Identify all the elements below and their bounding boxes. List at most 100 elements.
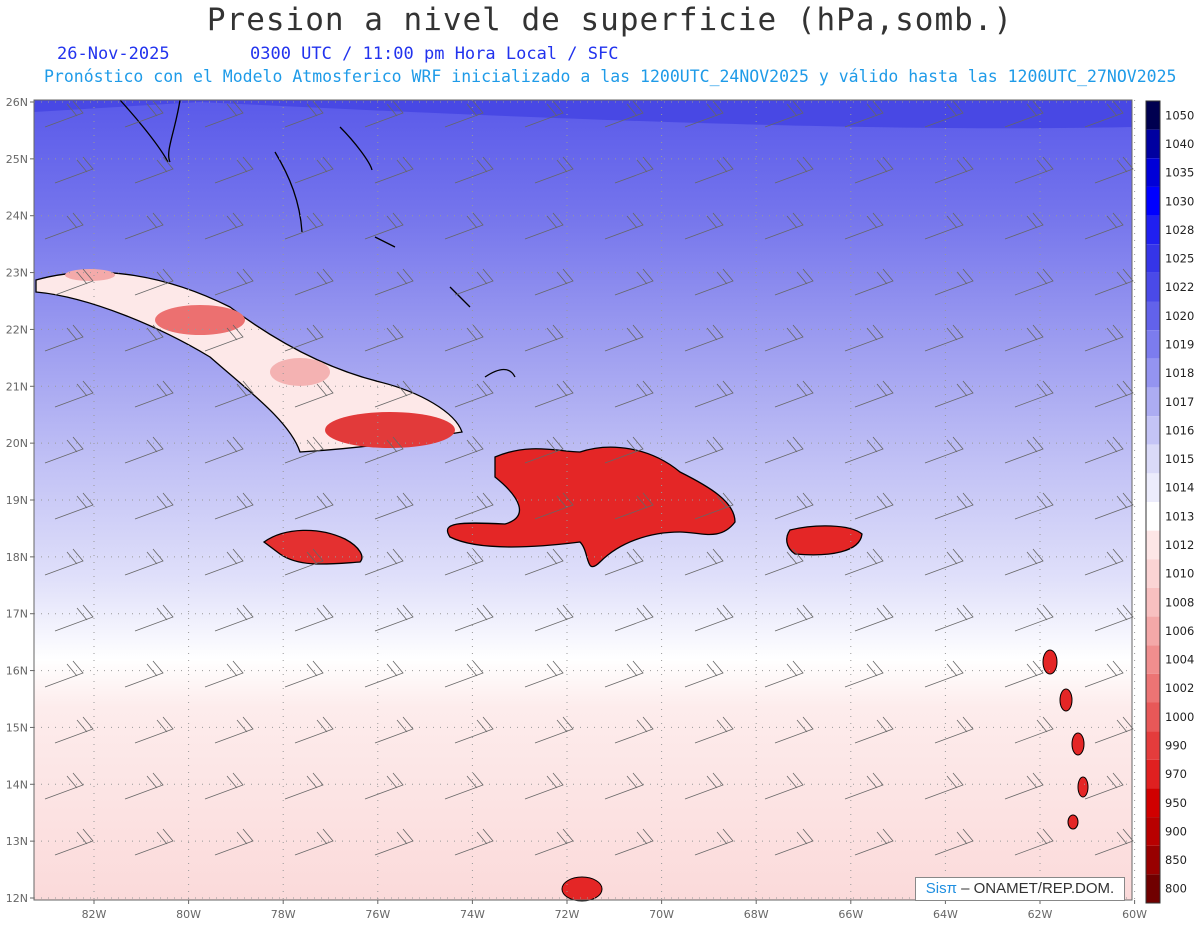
wind-barb xyxy=(284,660,324,688)
wind-barb xyxy=(364,100,404,128)
colorbar-swatch xyxy=(1146,845,1160,875)
wind-barb xyxy=(44,548,84,576)
colorbar-swatch xyxy=(1146,330,1160,359)
colorbar-label: 1022 xyxy=(1165,280,1194,294)
wind-barb xyxy=(204,772,244,800)
wind-barb xyxy=(54,828,94,856)
wind-barb xyxy=(764,212,804,240)
wind-barb xyxy=(844,660,884,688)
lon-label: 64W xyxy=(933,908,958,921)
colorbar-label: 1035 xyxy=(1165,166,1194,180)
wind-barb xyxy=(284,212,324,240)
wind-barb xyxy=(374,156,414,184)
wind-barb xyxy=(694,492,734,520)
lat-label: 22N xyxy=(6,323,28,336)
wind-barb xyxy=(1084,772,1124,800)
graticule xyxy=(34,100,1136,900)
wind-barb xyxy=(844,212,884,240)
wind-barb xyxy=(124,548,164,576)
wind-barb xyxy=(604,660,644,688)
wind-barb xyxy=(134,604,174,632)
wind-barb xyxy=(1094,828,1134,856)
colorbar: 1050 1040 1035 1030 1028 1025 1022 1020 1019 1018… xyxy=(1145,100,1194,904)
florida-coast xyxy=(119,99,181,163)
lat-label: 25N xyxy=(6,153,28,166)
wind-barb xyxy=(694,828,734,856)
lon-label: 62W xyxy=(1028,908,1053,921)
wind-barb xyxy=(284,324,324,352)
wind-barb xyxy=(854,716,894,744)
wind-barb xyxy=(844,324,884,352)
wind-barb xyxy=(1014,156,1054,184)
wind-barb xyxy=(124,436,164,464)
wind-barb xyxy=(454,716,494,744)
forecast-date: 26-Nov-2025 xyxy=(57,44,170,64)
wind-barb xyxy=(1014,380,1054,408)
wind-barb xyxy=(534,268,574,296)
wind-barb xyxy=(614,492,654,520)
wind-barb xyxy=(774,492,814,520)
wind-barb xyxy=(134,492,174,520)
wind-barb xyxy=(684,100,724,128)
colorbar-swatch xyxy=(1146,502,1160,531)
wind-barb xyxy=(134,828,174,856)
wind-barb xyxy=(364,212,404,240)
wind-barb xyxy=(454,828,494,856)
wind-barb xyxy=(844,100,884,128)
wind-barb xyxy=(684,548,724,576)
wind-barb xyxy=(444,772,484,800)
wind-barb xyxy=(454,156,494,184)
longitude-labels: 82W 80W 78W 76W 74W 72W 70W 68W 66W 64W 62W 60W xyxy=(82,900,1147,921)
wind-barb xyxy=(44,772,84,800)
wind-barb xyxy=(204,100,244,128)
colorbar-label: 1013 xyxy=(1165,509,1194,523)
wind-barb xyxy=(294,492,334,520)
colorbar-label: 1006 xyxy=(1165,624,1194,638)
wind-barb xyxy=(124,324,164,352)
wind-barb xyxy=(124,100,164,128)
wind-barb xyxy=(374,604,414,632)
wind-barb xyxy=(854,268,894,296)
pressure-patch xyxy=(155,305,245,335)
wind-barb xyxy=(524,324,564,352)
colorbar-label: 1014 xyxy=(1165,481,1194,495)
wind-barb xyxy=(764,548,804,576)
wind-barb xyxy=(934,268,974,296)
wind-barb xyxy=(924,436,964,464)
wind-barb xyxy=(1014,604,1054,632)
wind-barbs xyxy=(44,100,1134,856)
map-frame: 26N 25N 24N 23N 22N 21N 20N 19N 18N 17N 16N 15N 14N 1… xyxy=(6,96,1147,921)
wind-barb xyxy=(364,548,404,576)
lon-label: 72W xyxy=(555,908,580,921)
colorbar-label: 1010 xyxy=(1165,567,1194,581)
colorbar-label: 1028 xyxy=(1165,223,1194,237)
colorbar-swatch xyxy=(1146,473,1160,502)
wind-barb xyxy=(534,492,574,520)
latitude-labels: 26N 25N 24N 23N 22N 21N 20N 19N 18N 17N 16N 15N 14N 1… xyxy=(6,96,34,905)
colorbar-label: 950 xyxy=(1165,796,1187,810)
wind-barb xyxy=(214,380,254,408)
lat-label: 16N xyxy=(6,665,28,678)
wind-barb xyxy=(454,604,494,632)
wind-barb xyxy=(934,492,974,520)
wind-barb xyxy=(454,492,494,520)
wind-barb xyxy=(444,660,484,688)
lon-label: 60W xyxy=(1122,908,1147,921)
wind-barb xyxy=(764,772,804,800)
colorbar-label: 990 xyxy=(1165,738,1187,752)
wind-barb xyxy=(374,492,414,520)
colorbar-swatch xyxy=(1146,759,1160,789)
wind-barb xyxy=(1014,492,1054,520)
colorbar-label: 850 xyxy=(1165,853,1187,867)
jamaica-landmass xyxy=(262,529,363,565)
wind-barb xyxy=(1094,268,1134,296)
colorbar-swatch xyxy=(1146,702,1160,732)
wind-barb xyxy=(374,828,414,856)
wind-barb xyxy=(844,548,884,576)
colorbar-swatch xyxy=(1146,101,1160,130)
wind-barb xyxy=(764,660,804,688)
wind-barb xyxy=(1004,660,1044,688)
colorbar-swatch xyxy=(1146,530,1160,560)
wind-barb xyxy=(1094,380,1134,408)
wind-barb xyxy=(1084,436,1124,464)
